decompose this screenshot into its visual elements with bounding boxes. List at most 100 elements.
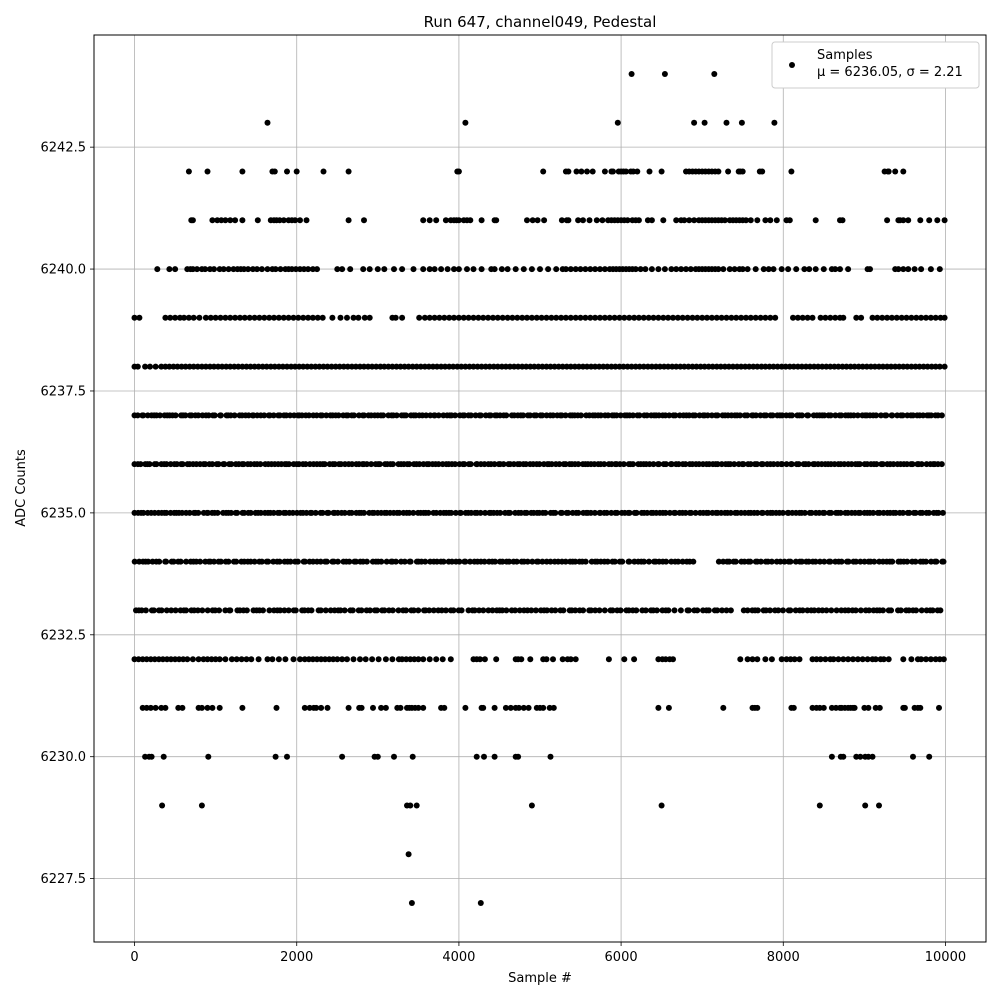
data-point xyxy=(655,704,662,711)
y-tick-label: 6237.5 xyxy=(41,384,87,399)
data-point xyxy=(801,509,808,516)
data-point xyxy=(373,363,380,370)
data-points xyxy=(131,71,948,906)
data-point xyxy=(407,558,414,565)
data-point xyxy=(626,509,633,516)
data-point xyxy=(626,558,633,565)
data-point xyxy=(548,314,555,321)
data-point xyxy=(923,558,929,565)
data-point xyxy=(423,412,430,419)
data-point xyxy=(832,314,839,321)
data-point xyxy=(876,704,883,711)
data-point xyxy=(612,363,619,370)
data-point xyxy=(765,266,772,273)
data-point xyxy=(821,509,828,516)
data-point xyxy=(715,266,722,273)
data-point xyxy=(560,607,567,614)
data-point xyxy=(309,314,316,321)
data-point xyxy=(485,314,492,321)
data-point xyxy=(528,802,535,809)
data-point xyxy=(292,607,299,614)
data-point xyxy=(655,314,662,321)
data-point xyxy=(628,71,635,77)
y-tick-label: 6242.5 xyxy=(41,141,87,156)
data-point xyxy=(146,461,153,468)
x-axis-label: Sample # xyxy=(508,971,572,986)
data-point xyxy=(436,314,443,321)
data-point xyxy=(476,607,483,614)
data-point xyxy=(705,607,712,614)
data-point xyxy=(180,656,187,663)
data-point xyxy=(665,607,672,614)
data-point xyxy=(879,461,886,468)
data-point xyxy=(587,266,594,273)
data-point xyxy=(559,363,566,370)
data-point xyxy=(257,509,264,516)
data-point xyxy=(258,558,265,565)
data-point xyxy=(754,656,761,663)
data-point xyxy=(851,363,858,370)
data-point xyxy=(635,314,642,321)
data-point xyxy=(888,607,895,614)
data-point xyxy=(426,266,433,273)
data-point xyxy=(879,314,886,321)
data-point xyxy=(339,656,346,663)
data-point xyxy=(558,314,565,321)
data-point xyxy=(280,217,287,224)
data-point xyxy=(804,314,811,321)
data-point xyxy=(816,802,823,809)
data-point xyxy=(726,266,733,273)
data-point xyxy=(529,558,536,565)
data-point xyxy=(381,607,388,614)
data-point xyxy=(747,217,754,224)
data-point xyxy=(709,363,716,370)
data-point xyxy=(142,607,149,614)
data-point xyxy=(184,656,191,663)
data-point xyxy=(480,607,487,614)
y-tick-label: 6227.5 xyxy=(41,872,87,887)
data-point xyxy=(845,558,852,565)
data-point xyxy=(339,753,346,760)
data-point xyxy=(820,266,827,273)
data-point xyxy=(762,363,769,370)
data-point xyxy=(205,509,211,516)
data-point xyxy=(785,266,792,273)
data-point xyxy=(609,607,616,614)
data-point xyxy=(163,607,170,614)
data-point xyxy=(515,753,522,760)
data-point xyxy=(898,314,905,321)
data-point xyxy=(795,461,802,468)
data-point xyxy=(548,461,555,468)
data-point xyxy=(212,314,219,321)
data-point xyxy=(209,704,216,711)
data-point xyxy=(416,461,423,468)
data-point xyxy=(450,363,457,370)
data-point xyxy=(660,217,667,224)
data-point xyxy=(381,266,388,273)
data-point xyxy=(523,509,530,516)
data-point xyxy=(477,509,484,516)
data-point xyxy=(507,704,514,711)
data-point xyxy=(455,266,462,273)
data-point xyxy=(793,266,800,273)
data-point xyxy=(867,266,873,273)
data-point xyxy=(648,363,655,370)
data-point xyxy=(908,656,915,663)
data-point xyxy=(749,656,756,663)
data-point xyxy=(900,656,907,663)
data-point xyxy=(217,314,224,321)
data-point xyxy=(726,558,733,565)
data-point xyxy=(352,363,359,370)
data-point xyxy=(317,558,324,565)
data-point xyxy=(500,461,507,468)
data-point xyxy=(512,266,519,273)
data-point xyxy=(481,753,487,760)
data-point xyxy=(689,314,696,321)
data-point xyxy=(255,656,262,663)
data-point xyxy=(431,266,438,273)
data-point xyxy=(520,266,527,273)
data-point xyxy=(546,704,553,711)
data-point xyxy=(646,168,653,175)
data-point xyxy=(767,607,773,614)
data-point xyxy=(640,314,647,321)
